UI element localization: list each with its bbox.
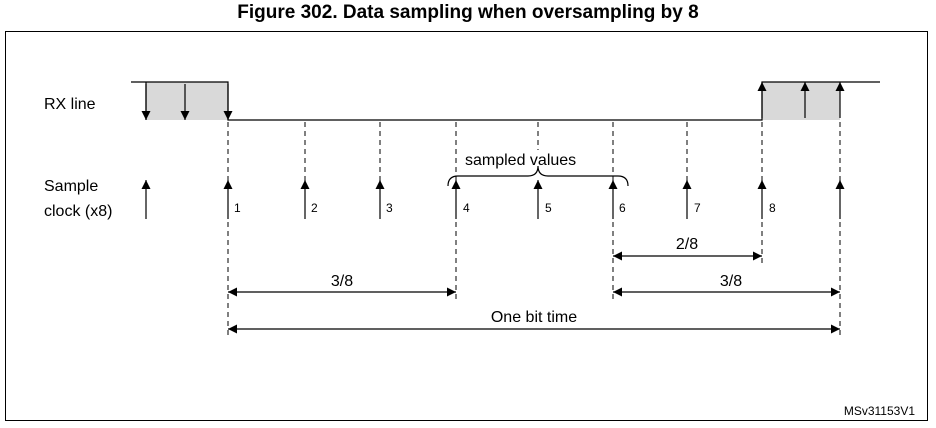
clock-number: 7 [694,201,701,215]
clock-number: 8 [769,201,776,215]
rx-waveform [131,81,880,121]
sample-clock-label-2: clock (x8) [44,203,112,220]
sampled-values-brace [447,165,629,187]
clock-number: 5 [545,201,552,215]
rx-signal [131,81,880,121]
figure-title: Figure 302. Data sampling when oversampl… [237,2,699,23]
rx-line-label: RX line [44,96,96,113]
interval-label-3-8-left: 3/8 [331,273,353,290]
sample-clock-label-1: Sample [44,178,98,195]
diagram-frame [5,31,928,421]
sample-clock-arrows [141,180,845,219]
clock-numbers: 1 2 3 4 5 6 7 8 [234,201,776,215]
interval-arrows [228,251,840,334]
interval-label-2-8: 2/8 [676,236,698,253]
clock-number: 6 [619,201,626,215]
clock-number: 2 [311,201,318,215]
clock-number: 4 [463,201,470,215]
rx-shaded-start [146,82,228,120]
dashed-guides [227,122,841,335]
sampled-values-label: sampled values [465,152,576,169]
one-bit-time-label: One bit time [491,309,577,326]
interval-label-3-8-right: 3/8 [720,273,742,290]
clock-number: 1 [234,201,241,215]
rx-shaded-end [762,82,840,120]
clock-number: 3 [386,201,393,215]
watermark: MSv31153V1 [844,404,915,418]
